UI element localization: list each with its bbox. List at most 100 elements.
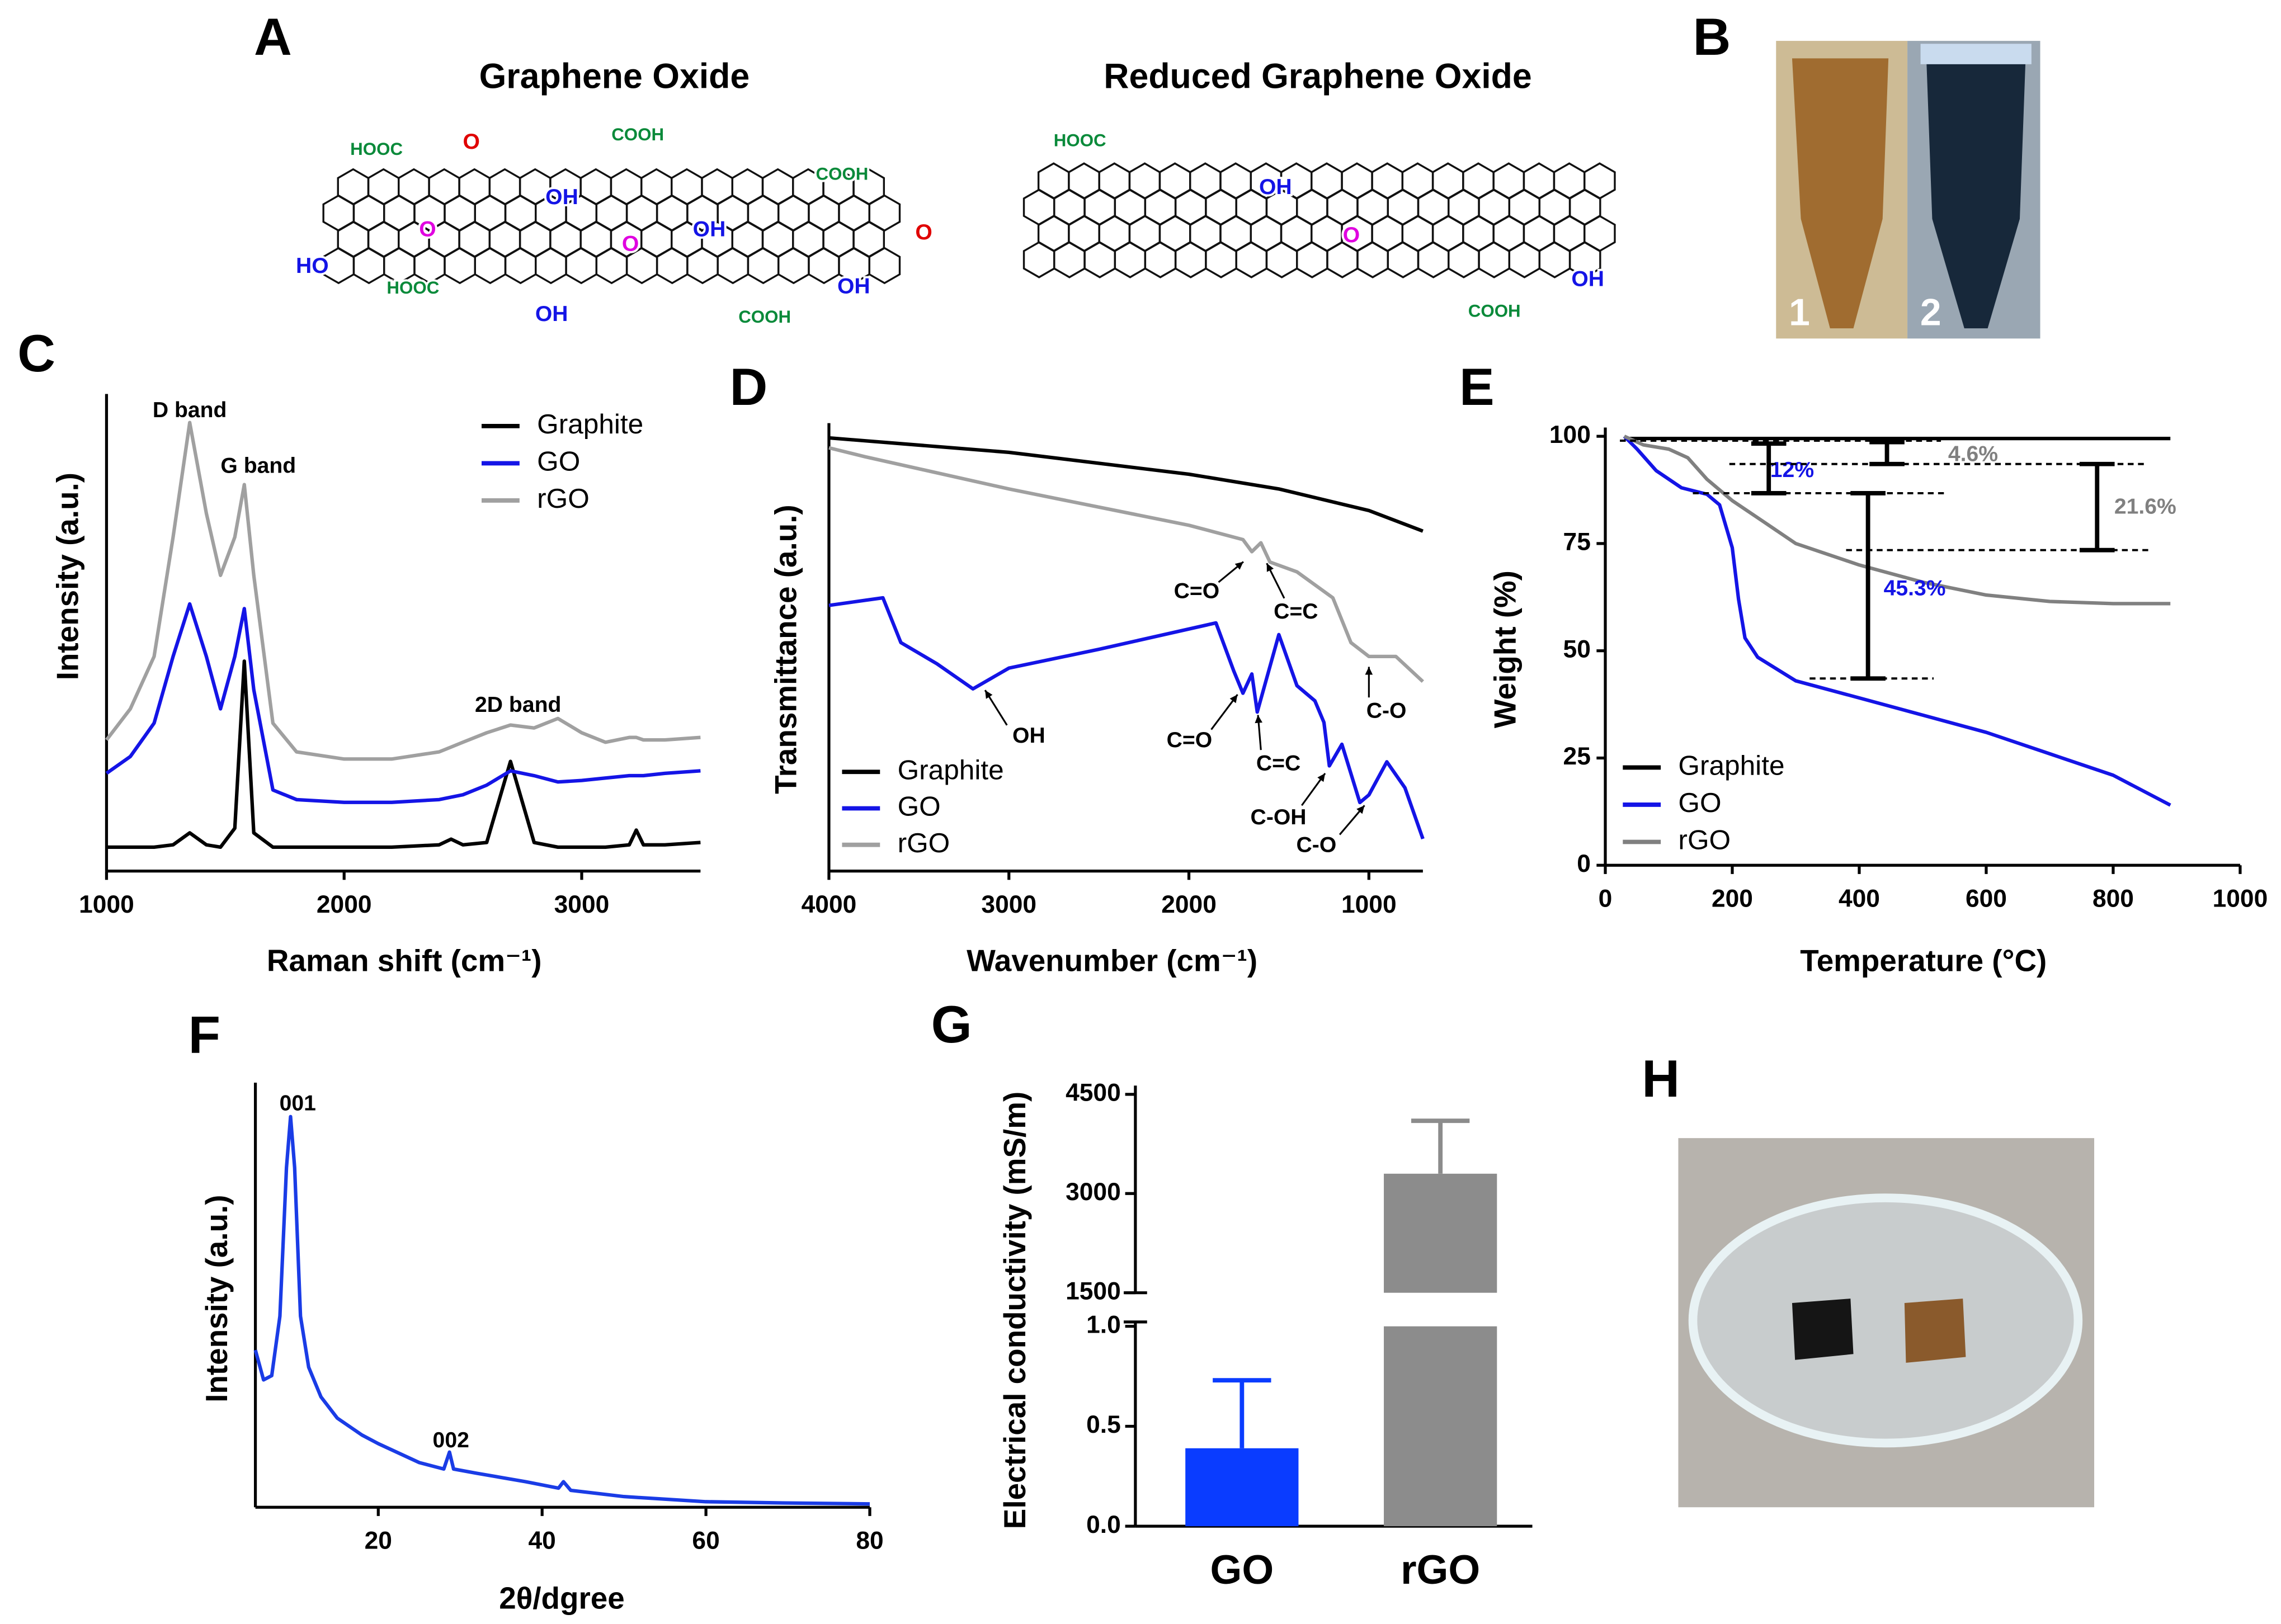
y-axis-title: Intensity (a.u.) — [199, 1195, 234, 1402]
x-tick-label: 2000 — [1161, 891, 1217, 918]
functional-group: O — [419, 218, 436, 242]
series-line — [828, 596, 1425, 840]
structure-title: Graphene Oxide — [479, 56, 750, 96]
sample-brown — [1904, 1299, 1966, 1363]
ring — [656, 247, 689, 285]
x-axis-title: 2θ/dgree — [499, 1581, 624, 1616]
ring — [535, 247, 567, 285]
functional-group: OH — [535, 302, 568, 326]
bar — [1384, 1173, 1497, 1293]
annotation: 002 — [433, 1428, 469, 1452]
legend-label: Graphite — [537, 408, 643, 440]
series-line — [1623, 435, 2171, 606]
photo-dish — [1678, 1138, 2095, 1508]
ring — [1478, 241, 1511, 278]
ring — [1205, 241, 1237, 278]
ring — [686, 247, 719, 285]
functional-group: HOOC — [1054, 130, 1106, 150]
x-tick-label: 600 — [1966, 885, 2007, 913]
x-axis-title: Raman shift (cm⁻¹) — [267, 943, 542, 978]
functional-group: COOH — [1468, 301, 1521, 321]
y-tick-label: 75 — [1563, 528, 1591, 556]
x-tick-label: 40 — [529, 1527, 556, 1555]
y-tick-label: 3000 — [1066, 1178, 1121, 1206]
annotation: C-O — [1366, 699, 1407, 723]
functional-group: OH — [1571, 267, 1604, 291]
structure-title: Reduced Graphene Oxide — [1104, 56, 1531, 96]
y-tick-label: 0.0 — [1086, 1511, 1121, 1538]
legend-label: GO — [537, 446, 580, 477]
x-tick-label: 0 — [1599, 885, 1613, 913]
ring — [1114, 241, 1147, 278]
annotation: 12% — [1770, 458, 1814, 482]
y-axis-title: Intensity (a.u.) — [50, 473, 85, 680]
y-tick-label: 0.5 — [1086, 1411, 1121, 1438]
annotation: D band — [153, 398, 227, 422]
series-line — [105, 602, 701, 804]
annotation: 001 — [280, 1091, 316, 1115]
ring — [1053, 241, 1086, 278]
panel-letter: E — [1459, 357, 1495, 416]
ring — [1295, 241, 1328, 278]
functional-group: HOOC — [387, 278, 439, 298]
arrow-head — [1255, 715, 1262, 724]
ring — [1265, 241, 1298, 278]
ring — [1417, 241, 1450, 278]
x-axis-title: Temperature (°C) — [1800, 943, 2047, 978]
annotation: 45.3% — [1884, 576, 1946, 600]
ring — [352, 247, 385, 285]
functional-group: COOH — [611, 125, 664, 144]
annotation: C=C — [1256, 752, 1300, 776]
y-axis-title: Electrical conductivity (mS/m) — [997, 1092, 1032, 1529]
series-line — [1623, 435, 2171, 807]
x-tick-label: 3000 — [554, 891, 610, 918]
legend-label: rGO — [1678, 824, 1731, 856]
tube-cap — [1920, 44, 2032, 64]
panel-letter: B — [1693, 7, 1731, 66]
functional-group: OH — [1259, 175, 1292, 199]
arrow-head — [1266, 563, 1274, 572]
ring — [1235, 241, 1268, 278]
panel-letter: F — [188, 1005, 220, 1064]
ring — [1144, 241, 1177, 278]
annotation: 4.6% — [1948, 442, 1998, 466]
y-tick-label: 1500 — [1066, 1277, 1121, 1305]
x-tick-label: 80 — [856, 1527, 883, 1555]
functional-group: OH — [545, 185, 578, 209]
arrow-head — [1234, 561, 1243, 570]
x-axis-title: Wavenumber (cm⁻¹) — [967, 943, 1257, 978]
ring — [1022, 241, 1055, 278]
x-tick-label: 1000 — [2213, 885, 2268, 913]
arrow-head — [1365, 667, 1373, 675]
y-axis-title: Transmittance (a.u.) — [768, 504, 803, 794]
ring — [1448, 241, 1480, 278]
ring — [747, 247, 780, 285]
tube — [1792, 58, 1889, 329]
sample-label: 1 — [1789, 292, 1810, 334]
series-line — [106, 659, 701, 849]
panel-letter: H — [1642, 1049, 1680, 1108]
ring — [444, 247, 476, 285]
x-tick-label: 20 — [365, 1527, 392, 1555]
y-tick-label: 1.0 — [1086, 1311, 1121, 1338]
panel-letter: G — [931, 995, 972, 1054]
functional-group: O — [463, 130, 480, 154]
y-axis-title: Weight (%) — [1488, 570, 1523, 728]
dish — [1688, 1193, 2083, 1448]
annotation: C=C — [1274, 599, 1318, 624]
x-tick-label: 3000 — [981, 891, 1036, 918]
functional-group: HOOC — [350, 139, 403, 159]
functional-group: O — [915, 220, 932, 244]
y-tick-label: 100 — [1549, 421, 1591, 449]
structure-lattice — [322, 162, 1616, 285]
ring — [808, 247, 840, 285]
ring — [1387, 241, 1420, 278]
ring — [1174, 241, 1207, 278]
y-tick-label: 4500 — [1066, 1079, 1121, 1107]
x-tick-label: 4000 — [802, 891, 857, 918]
functional-group: HO — [296, 254, 329, 278]
arrow-head — [1356, 805, 1365, 814]
x-tick-label: 800 — [2093, 885, 2134, 913]
annotation: C=O — [1167, 728, 1213, 752]
